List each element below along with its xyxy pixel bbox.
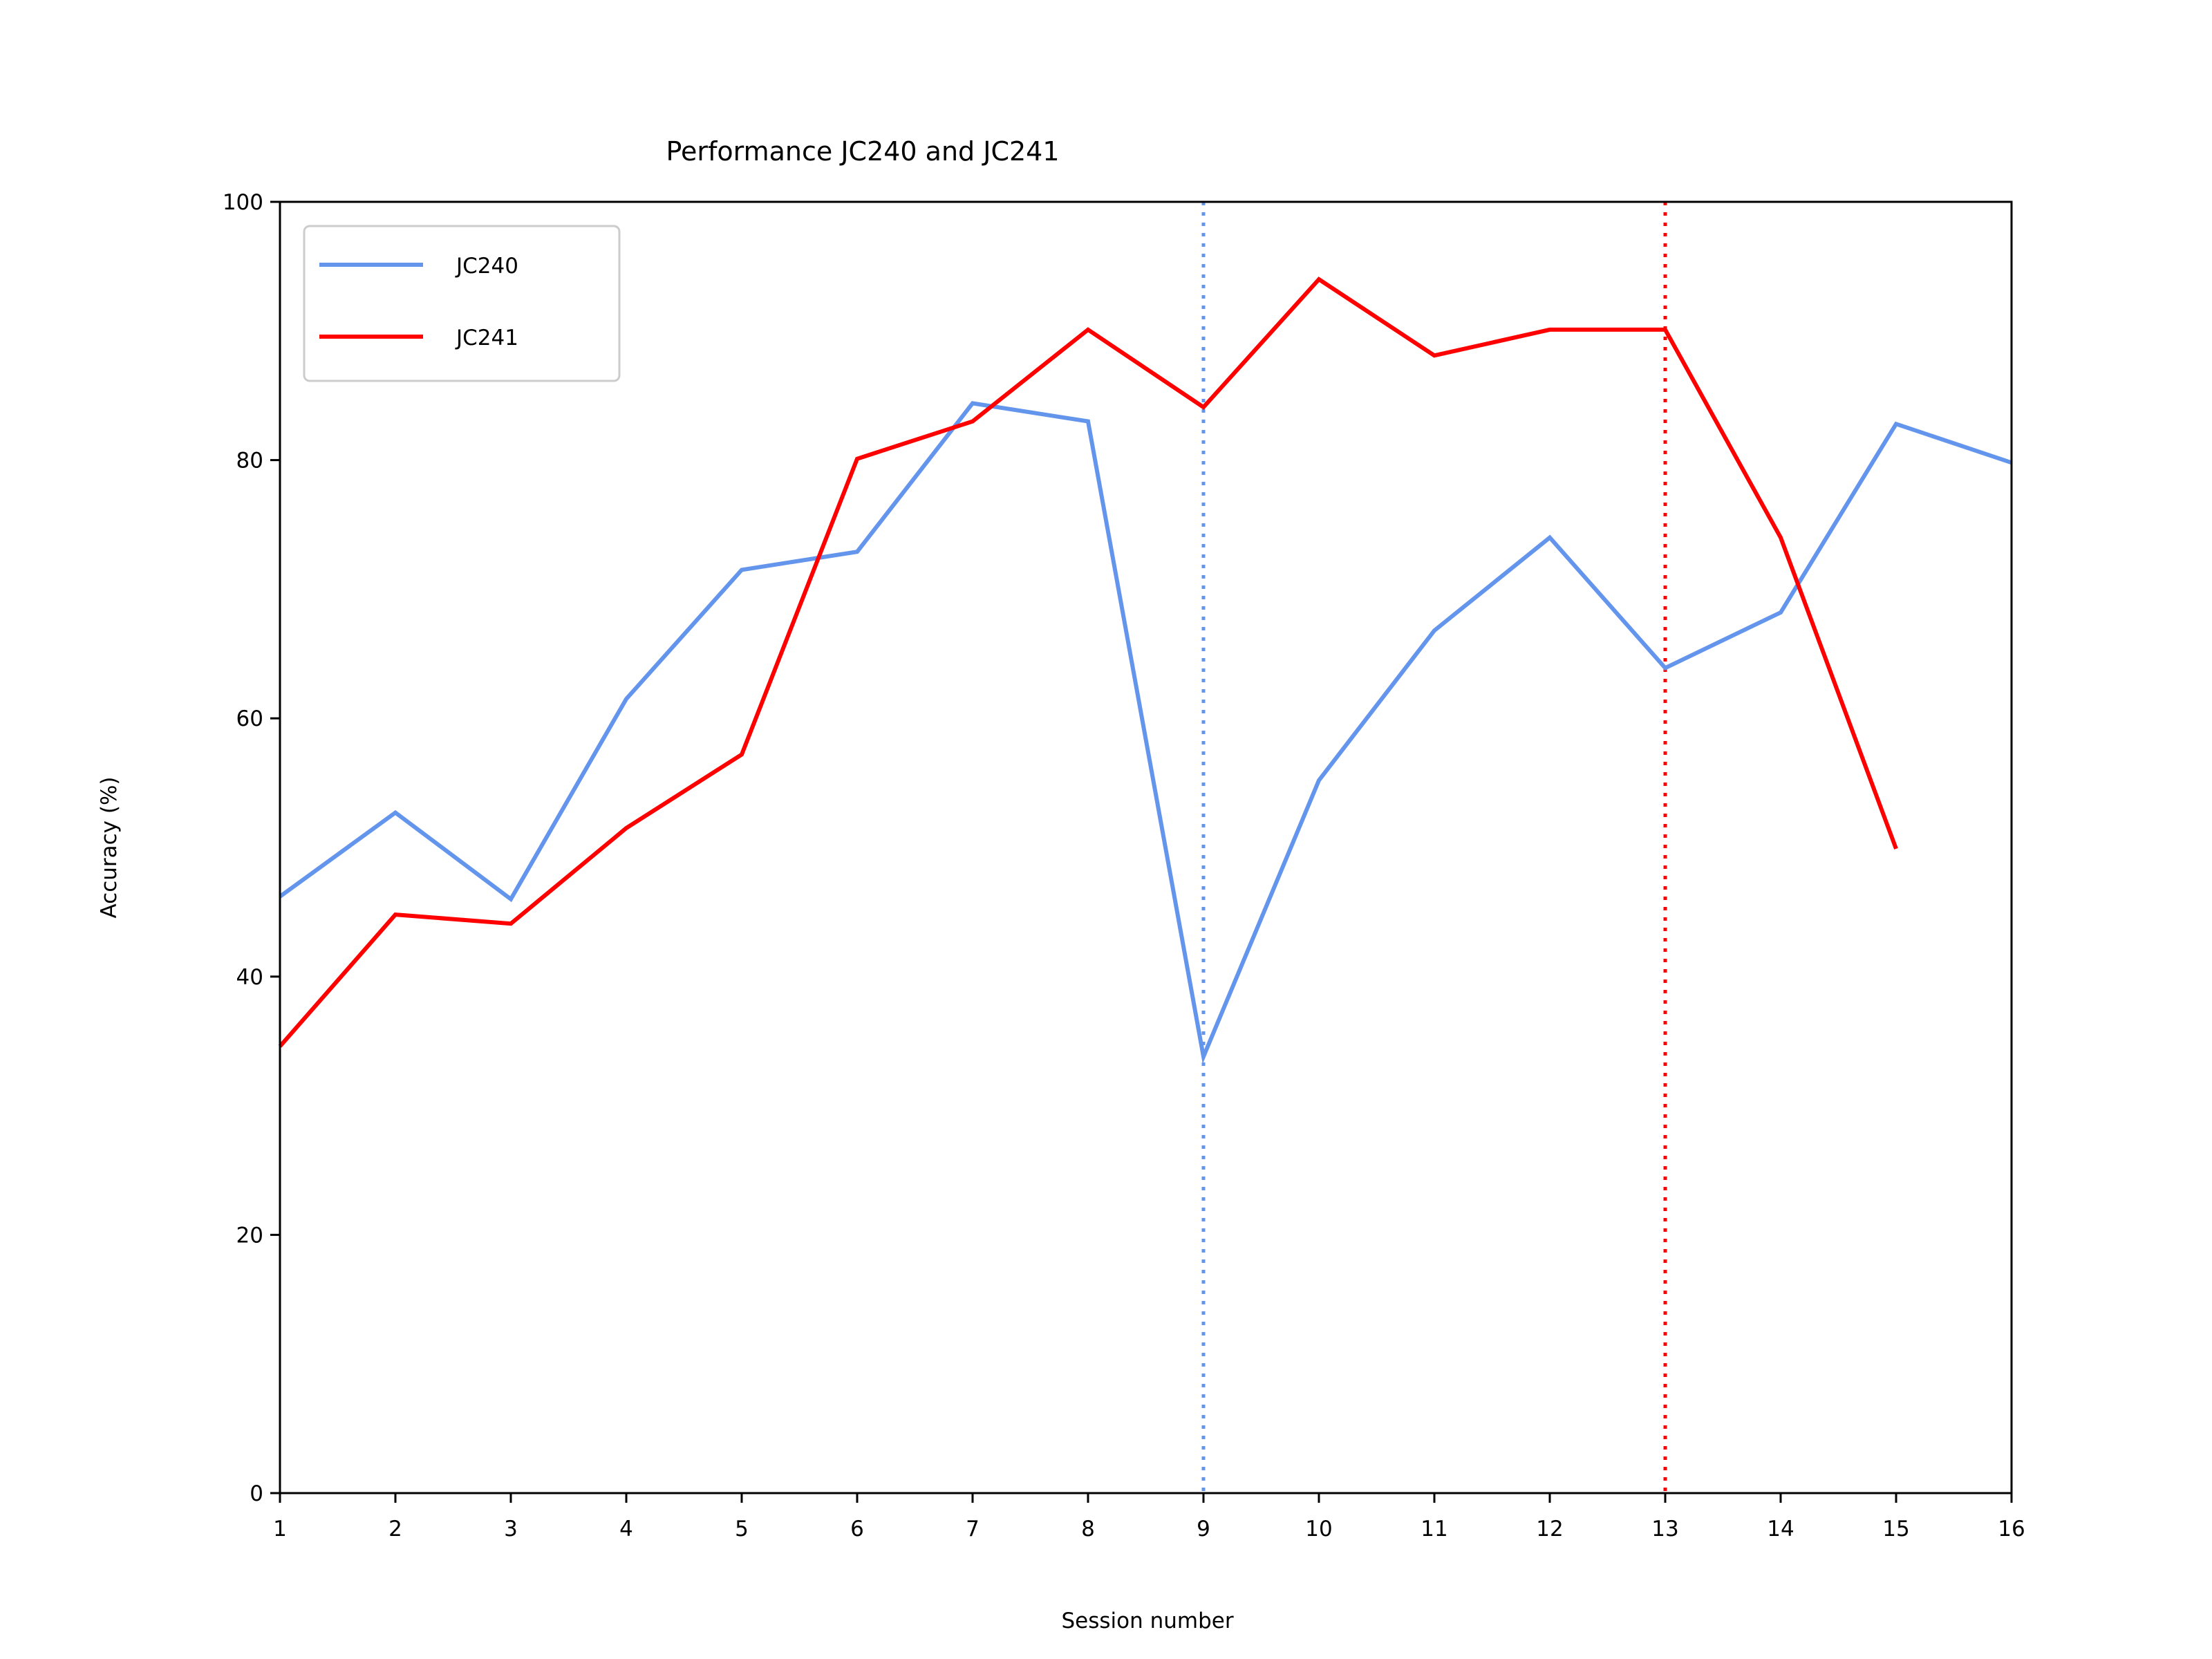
x-tick-label: 9 bbox=[1197, 1517, 1210, 1541]
legend-label-JC240: JC240 bbox=[455, 254, 518, 279]
legend-box bbox=[303, 225, 621, 382]
series-line-JC240 bbox=[279, 401, 2012, 1065]
x-tick-label: 6 bbox=[850, 1517, 864, 1541]
x-tick-label: 10 bbox=[1305, 1517, 1332, 1541]
y-tick-label: 20 bbox=[236, 1223, 263, 1248]
x-tick-label: 2 bbox=[388, 1517, 402, 1541]
legend-label-JC241: JC241 bbox=[455, 326, 518, 350]
y-tick-label: 40 bbox=[236, 965, 263, 990]
x-tick-label: 15 bbox=[1882, 1517, 1909, 1541]
x-tick-label: 1 bbox=[273, 1517, 287, 1541]
y-tick-label: 80 bbox=[236, 449, 263, 474]
axes-frame bbox=[279, 200, 2013, 1494]
y-tick-label: 100 bbox=[223, 190, 263, 215]
x-tick-label: 13 bbox=[1651, 1517, 1678, 1541]
x-tick-label: 16 bbox=[1998, 1517, 2025, 1541]
x-tick-label: 4 bbox=[619, 1517, 633, 1541]
x-tick-label: 8 bbox=[1081, 1517, 1095, 1541]
y-tick-label: 60 bbox=[236, 706, 263, 731]
chart-title: Performance JC240 and JC241 bbox=[666, 136, 1059, 167]
x-axis-label: Session number bbox=[1061, 1609, 1233, 1633]
x-tick-label: 3 bbox=[504, 1517, 518, 1541]
x-tick-label: 14 bbox=[1767, 1517, 1794, 1541]
series-line-JC241 bbox=[278, 276, 1898, 1048]
x-tick-label: 7 bbox=[966, 1517, 980, 1541]
y-axis-label: Accuracy (%) bbox=[97, 776, 122, 918]
x-tick-label: 5 bbox=[735, 1517, 749, 1541]
legend: JC240 JC241 bbox=[303, 225, 621, 382]
x-tick-label: 12 bbox=[1536, 1517, 1563, 1541]
x-tick-label: 11 bbox=[1421, 1517, 1447, 1541]
y-tick-label: 0 bbox=[250, 1481, 263, 1506]
